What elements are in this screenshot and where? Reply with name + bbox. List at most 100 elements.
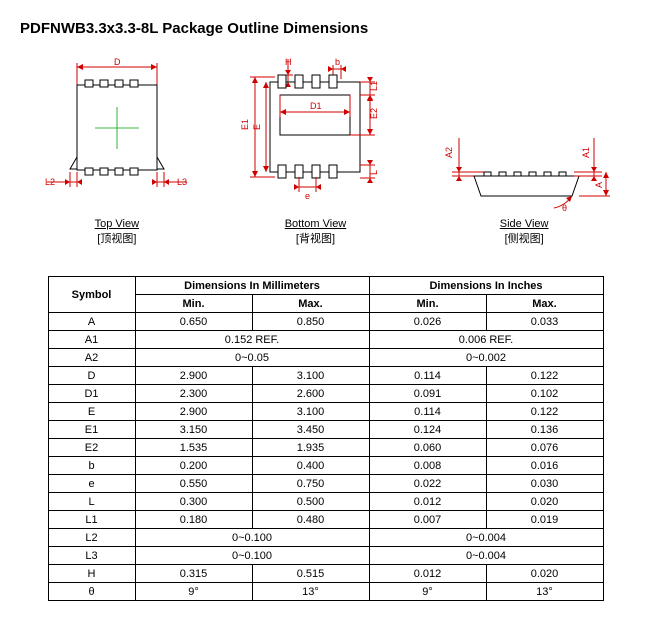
th-in: Dimensions In Inches — [369, 277, 603, 295]
dim-b-label: b — [335, 57, 340, 67]
cell-mm_min: 2.900 — [135, 403, 252, 421]
cell-in-span: 0~0.004 — [369, 547, 603, 565]
cell-mm_min: 2.900 — [135, 367, 252, 385]
side-view-caption: Side View [侧视图] — [500, 218, 549, 246]
table-header-row-1: Symbol Dimensions In Millimeters Dimensi… — [48, 277, 603, 295]
dimensions-table: Symbol Dimensions In Millimeters Dimensi… — [48, 276, 604, 601]
cell-mm_max: 3.100 — [252, 367, 369, 385]
cell-mm_max: 3.450 — [252, 421, 369, 439]
cell-mm_max: 3.100 — [252, 403, 369, 421]
bottom-view-drawing: H b — [230, 57, 400, 212]
dim-D1-label: D1 — [310, 101, 322, 111]
cell-in_min: 9° — [369, 583, 486, 601]
cell-in_min: 0.114 — [369, 403, 486, 421]
cell-symbol: D — [48, 367, 135, 385]
dim-E2-label: E2 — [369, 108, 379, 119]
bottom-view-caption: Bottom View [背视图] — [285, 218, 347, 246]
cell-in_max: 0.102 — [486, 385, 603, 403]
cell-in_max: 0.020 — [486, 493, 603, 511]
table-row: A0.6500.8500.0260.033 — [48, 313, 603, 331]
table-row: e0.5500.7500.0220.030 — [48, 475, 603, 493]
cell-in_max: 13° — [486, 583, 603, 601]
dim-L2-label: L2 — [45, 177, 55, 187]
dim-L1-label: L1 — [369, 81, 379, 91]
cell-in_min: 0.022 — [369, 475, 486, 493]
cell-mm_min: 0.300 — [135, 493, 252, 511]
dim-E-label: E — [252, 124, 262, 130]
cell-symbol: L1 — [48, 511, 135, 529]
cell-symbol: A — [48, 313, 135, 331]
table-row: L30~0.1000~0.004 — [48, 547, 603, 565]
cell-mm_min: 0.200 — [135, 457, 252, 475]
cell-mm_max: 0.515 — [252, 565, 369, 583]
cell-in_max: 0.122 — [486, 367, 603, 385]
cell-symbol: L — [48, 493, 135, 511]
th-mm-min: Min. — [135, 295, 252, 313]
dim-D-label: D — [114, 57, 121, 67]
cell-mm_max: 0.850 — [252, 313, 369, 331]
side-caption-cn: [侧视图] — [505, 233, 544, 245]
cell-in-span: 0~0.004 — [369, 529, 603, 547]
cell-in_max: 0.076 — [486, 439, 603, 457]
cell-mm_max: 1.935 — [252, 439, 369, 457]
cell-mm_min: 2.300 — [135, 385, 252, 403]
cell-symbol: e — [48, 475, 135, 493]
th-mm-max: Max. — [252, 295, 369, 313]
table-row: L0.3000.5000.0120.020 — [48, 493, 603, 511]
top-view-drawing: D — [37, 57, 197, 212]
cell-mm_max: 0.480 — [252, 511, 369, 529]
cell-mm-span: 0~0.100 — [135, 547, 369, 565]
cell-in_max: 0.122 — [486, 403, 603, 421]
dim-L-label: L — [369, 170, 379, 175]
dim-A1-label: A1 — [581, 147, 591, 158]
bottom-caption-cn: [背视图] — [296, 233, 335, 245]
top-view-block: D — [37, 57, 197, 246]
cell-in_min: 0.007 — [369, 511, 486, 529]
cell-mm_min: 9° — [135, 583, 252, 601]
th-mm: Dimensions In Millimeters — [135, 277, 369, 295]
table-row: b0.2000.4000.0080.016 — [48, 457, 603, 475]
cell-mm-span: 0~0.05 — [135, 349, 369, 367]
table-row: E2.9003.1000.1140.122 — [48, 403, 603, 421]
cell-symbol: A1 — [48, 331, 135, 349]
top-view-caption: Top View [顶视图] — [95, 218, 139, 246]
cell-in_min: 0.060 — [369, 439, 486, 457]
cell-in_max: 0.136 — [486, 421, 603, 439]
cell-in_min: 0.124 — [369, 421, 486, 439]
th-in-max: Max. — [486, 295, 603, 313]
table-row: H0.3150.5150.0120.020 — [48, 565, 603, 583]
table-row: E13.1503.4500.1240.136 — [48, 421, 603, 439]
cell-mm_min: 0.315 — [135, 565, 252, 583]
dim-E1-label: E1 — [240, 119, 250, 130]
cell-in_max: 0.016 — [486, 457, 603, 475]
table-row: A10.152 REF.0.006 REF. — [48, 331, 603, 349]
cell-mm_max: 0.400 — [252, 457, 369, 475]
cell-symbol: L2 — [48, 529, 135, 547]
bottom-view-block: H b — [230, 57, 400, 246]
cell-mm_min: 1.535 — [135, 439, 252, 457]
cell-in_max: 0.020 — [486, 565, 603, 583]
dim-A-label: A — [594, 182, 604, 188]
cell-mm_max: 2.600 — [252, 385, 369, 403]
cell-mm_max: 0.750 — [252, 475, 369, 493]
side-view-block: A2 θ A1 — [434, 128, 614, 246]
top-caption-en: Top View — [95, 218, 139, 230]
cell-mm_max: 13° — [252, 583, 369, 601]
cell-symbol: E2 — [48, 439, 135, 457]
table-row: E21.5351.9350.0600.076 — [48, 439, 603, 457]
cell-in_max: 0.019 — [486, 511, 603, 529]
cell-in_min: 0.091 — [369, 385, 486, 403]
dim-H-label: H — [285, 57, 292, 67]
cell-symbol: E — [48, 403, 135, 421]
dim-theta-label: θ — [562, 203, 567, 213]
cell-mm_min: 3.150 — [135, 421, 252, 439]
table-body: A0.6500.8500.0260.033A10.152 REF.0.006 R… — [48, 313, 603, 601]
table-row: L10.1800.4800.0070.019 — [48, 511, 603, 529]
cell-symbol: θ — [48, 583, 135, 601]
cell-in_min: 0.114 — [369, 367, 486, 385]
drawings-row: D — [20, 57, 631, 246]
cell-mm_min: 0.180 — [135, 511, 252, 529]
cell-mm-span: 0.152 REF. — [135, 331, 369, 349]
table-row: θ9°13°9°13° — [48, 583, 603, 601]
top-caption-cn: [顶视图] — [97, 233, 136, 245]
